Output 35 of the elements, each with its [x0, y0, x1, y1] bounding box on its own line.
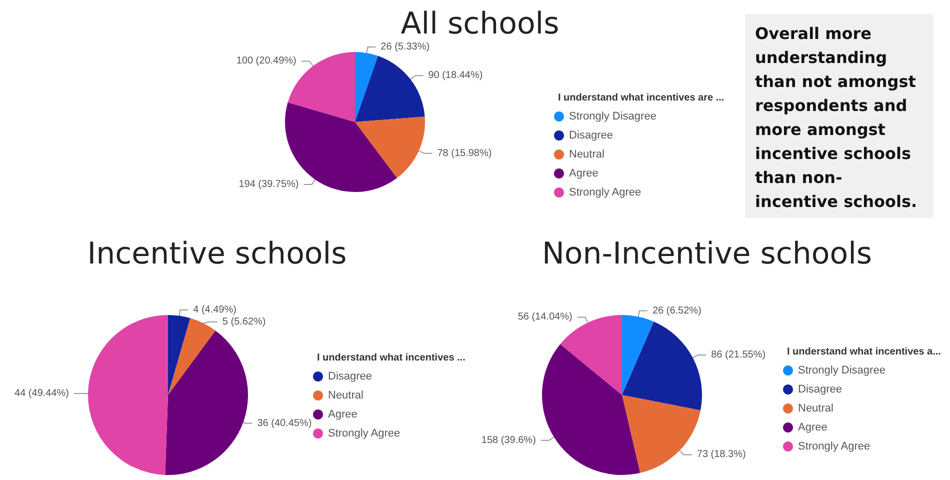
legend-label: Neutral [569, 148, 604, 160]
legend-label: Agree [328, 408, 358, 420]
text: Overall more understanding than not amongst respondents and more amongst incentive schools than non-incentive schools. [755, 23, 918, 213]
legend-label: Strongly Agree [569, 186, 642, 198]
data-label: 36 (40.45%) [257, 418, 312, 429]
data-label: 56 (14.04%) [518, 312, 572, 323]
legend-label: Neutral [798, 402, 834, 414]
data-label: 26 (6.52%) [652, 305, 702, 316]
data-label: 78 (15.98%) [437, 148, 492, 159]
legend-label: Strongly Agree [798, 440, 870, 452]
legend-label: Strongly Disagree [569, 110, 656, 122]
data-label: 26 (5.33%) [380, 42, 430, 53]
legend-label: Strongly Agree [328, 428, 400, 440]
legend-label: Agree [569, 168, 598, 180]
legend-label: Disagree [569, 130, 614, 142]
chart-title: All schools [400, 6, 560, 42]
data-label: 44 (49.44%) [14, 388, 70, 399]
data-label: 4 (4.49%) [193, 304, 236, 316]
data-label: 158 (39.6%) [481, 434, 536, 446]
legend-label: Agree [798, 422, 828, 434]
data-label: 73 (18.3%) [696, 449, 746, 460]
data-label: 90 (18.44%) [428, 70, 483, 82]
data-label: 100 (20.49%) [236, 56, 296, 67]
legend-label: Disagree [328, 370, 372, 382]
legend-title: I understand what incentives a... [787, 346, 942, 358]
legend-label: Disagree [798, 384, 842, 396]
data-label: 5 (5.62%) [222, 316, 266, 328]
data-label: 86 (21.55%) [711, 349, 766, 360]
data-label: 194 (39.75%) [238, 179, 299, 190]
chart-title: Incentive schools [87, 236, 347, 272]
chart-title: Non-Incentive schools [542, 236, 872, 272]
legend-label: Strongly Disagree [798, 364, 886, 376]
legend-title: I understand what incentives ... [317, 352, 466, 364]
legend-label: Neutral [328, 390, 364, 402]
legend-title: I understand what incentives are ... [558, 92, 724, 104]
